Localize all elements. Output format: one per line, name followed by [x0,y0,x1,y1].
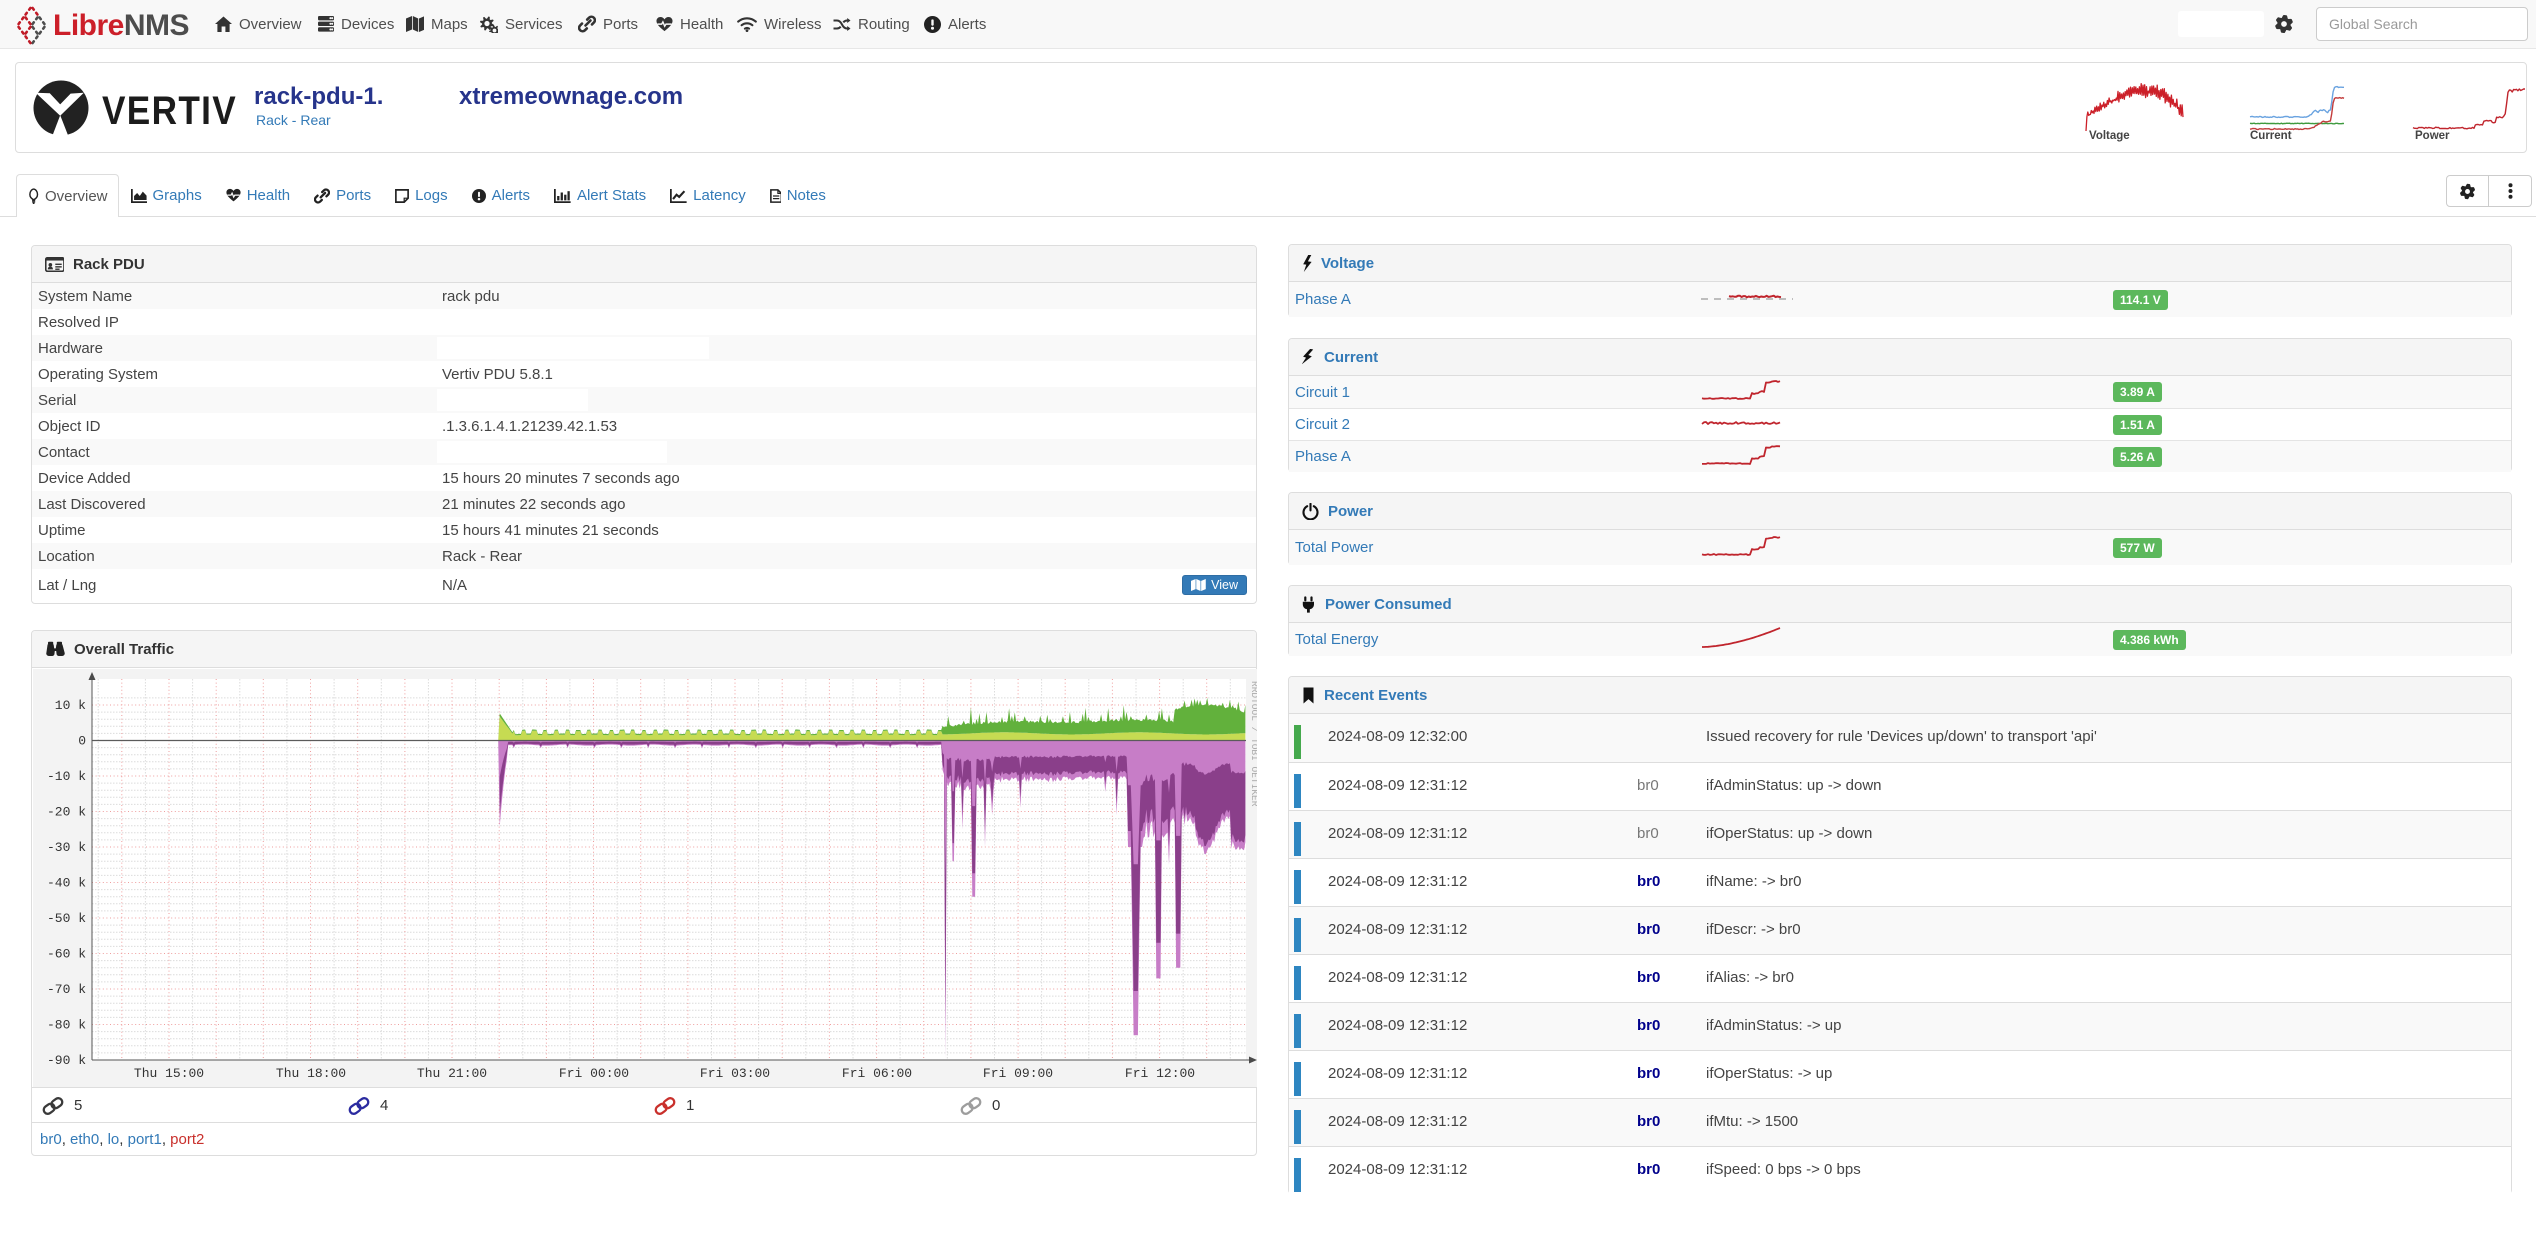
svg-text:0: 0 [78,734,86,749]
svg-text:10 k: 10 k [55,698,86,713]
svg-text:Fri 12:00: Fri 12:00 [1125,1066,1195,1081]
svg-text:-40 k: -40 k [47,876,86,891]
svg-text:-30 k: -30 k [47,840,86,855]
svg-text:Fri 03:00: Fri 03:00 [700,1066,770,1081]
svg-text:Fri 09:00: Fri 09:00 [983,1066,1053,1081]
svg-text:-10 k: -10 k [47,769,86,784]
svg-text:Fri 06:00: Fri 06:00 [842,1066,912,1081]
svg-text:-80 k: -80 k [47,1018,86,1033]
svg-text:Thu 15:00: Thu 15:00 [134,1066,204,1081]
svg-text:Thu 18:00: Thu 18:00 [276,1066,346,1081]
svg-text:-70 k: -70 k [47,982,86,997]
svg-text:-50 k: -50 k [47,911,86,926]
svg-text:-90 k: -90 k [47,1053,86,1068]
svg-text:Thu 21:00: Thu 21:00 [417,1066,487,1081]
svg-text:RRDTOOL / TOBI OETIKER: RRDTOOL / TOBI OETIKER [1249,681,1257,807]
svg-text:Fri 00:00: Fri 00:00 [559,1066,629,1081]
svg-text:-20 k: -20 k [47,805,86,820]
svg-text:-60 k: -60 k [47,947,86,962]
